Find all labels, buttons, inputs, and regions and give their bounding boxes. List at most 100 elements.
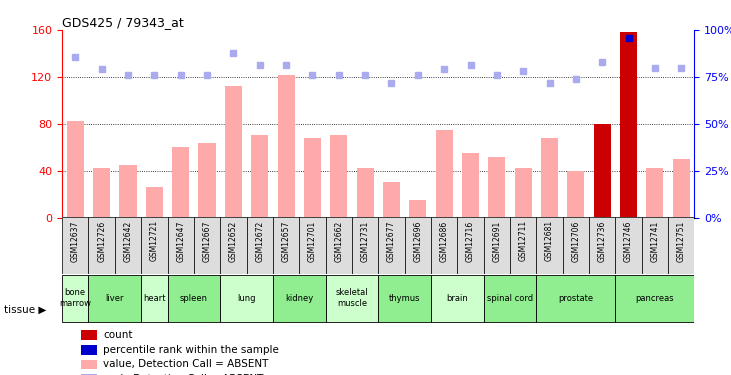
Bar <box>462 153 479 218</box>
Bar <box>642 217 668 274</box>
Bar <box>616 217 642 274</box>
Bar <box>81 330 97 340</box>
Text: GSM12741: GSM12741 <box>651 220 659 262</box>
Bar <box>488 157 505 218</box>
Bar <box>273 217 299 274</box>
Text: GSM12642: GSM12642 <box>124 220 132 262</box>
Bar <box>93 168 110 217</box>
Text: lung: lung <box>238 294 256 303</box>
Text: GSM12711: GSM12711 <box>519 220 528 261</box>
Bar <box>537 217 563 274</box>
Bar <box>220 275 273 321</box>
Text: brain: brain <box>447 294 469 303</box>
Bar <box>594 124 611 218</box>
Bar <box>431 275 484 321</box>
Text: tissue ▶: tissue ▶ <box>4 304 46 314</box>
Text: prostate: prostate <box>558 294 594 303</box>
Bar <box>62 275 88 321</box>
Bar <box>537 275 616 321</box>
Text: GSM12691: GSM12691 <box>493 220 501 262</box>
Bar <box>141 217 167 274</box>
Text: value, Detection Call = ABSENT: value, Detection Call = ABSENT <box>103 360 268 369</box>
Bar <box>431 217 458 274</box>
Bar <box>458 217 484 274</box>
Bar <box>273 275 325 321</box>
Bar <box>220 217 246 274</box>
Text: liver: liver <box>105 294 124 303</box>
Bar <box>409 200 426 217</box>
Text: GSM12701: GSM12701 <box>308 220 317 262</box>
Bar <box>541 138 558 218</box>
Text: GSM12686: GSM12686 <box>439 220 449 262</box>
Text: GSM12672: GSM12672 <box>255 220 264 262</box>
Bar <box>616 275 694 321</box>
Text: GSM12637: GSM12637 <box>71 220 80 262</box>
Bar <box>589 217 616 274</box>
Bar <box>246 217 273 274</box>
Text: thymus: thymus <box>389 294 420 303</box>
Bar <box>352 217 379 274</box>
Bar <box>304 138 321 218</box>
Text: spinal cord: spinal cord <box>487 294 533 303</box>
Text: GSM12746: GSM12746 <box>624 220 633 262</box>
Bar <box>278 75 295 217</box>
Bar <box>515 168 531 217</box>
Text: GSM12677: GSM12677 <box>387 220 396 262</box>
Bar <box>620 32 637 218</box>
Bar <box>673 159 690 218</box>
Bar <box>325 275 379 321</box>
Text: count: count <box>103 330 133 340</box>
Bar <box>167 275 220 321</box>
Bar <box>251 135 268 218</box>
Text: GSM12681: GSM12681 <box>545 220 554 261</box>
Bar <box>484 275 537 321</box>
Bar <box>141 275 167 321</box>
Bar <box>299 217 325 274</box>
Text: kidney: kidney <box>285 294 314 303</box>
Text: GSM12706: GSM12706 <box>572 220 580 262</box>
Bar <box>115 217 141 274</box>
Bar <box>646 168 664 217</box>
Text: GSM12716: GSM12716 <box>466 220 475 262</box>
Bar <box>510 217 537 274</box>
Bar <box>379 275 431 321</box>
Bar <box>194 217 220 274</box>
Text: percentile rank within the sample: percentile rank within the sample <box>103 345 279 355</box>
Text: bone
marrow: bone marrow <box>59 288 91 308</box>
Bar <box>405 217 431 274</box>
Bar <box>567 171 585 217</box>
Text: skeletal
muscle: skeletal muscle <box>336 288 368 308</box>
Bar <box>199 142 216 218</box>
Text: GSM12652: GSM12652 <box>229 220 238 262</box>
Text: GSM12647: GSM12647 <box>176 220 185 262</box>
Bar <box>325 217 352 274</box>
Bar <box>81 345 97 354</box>
Bar <box>145 187 163 218</box>
Bar <box>379 217 405 274</box>
Text: GSM12726: GSM12726 <box>97 220 106 262</box>
Bar <box>330 135 347 218</box>
Text: spleen: spleen <box>180 294 208 303</box>
Bar <box>167 217 194 274</box>
Bar <box>484 217 510 274</box>
Text: GSM12736: GSM12736 <box>598 220 607 262</box>
Text: heart: heart <box>143 294 166 303</box>
Bar <box>81 360 97 369</box>
Bar <box>88 217 115 274</box>
Bar <box>62 217 88 274</box>
Bar <box>67 122 84 218</box>
Bar <box>357 168 374 217</box>
Bar <box>383 182 400 218</box>
Text: GSM12731: GSM12731 <box>360 220 370 262</box>
Bar <box>88 275 141 321</box>
Text: GSM12721: GSM12721 <box>150 220 159 261</box>
Text: rank, Detection Call = ABSENT: rank, Detection Call = ABSENT <box>103 374 264 375</box>
Text: GSM12696: GSM12696 <box>413 220 423 262</box>
Text: pancreas: pancreas <box>636 294 674 303</box>
Text: GSM12662: GSM12662 <box>334 220 344 262</box>
Text: GDS425 / 79343_at: GDS425 / 79343_at <box>62 16 184 29</box>
Bar <box>119 165 137 218</box>
Text: GSM12751: GSM12751 <box>677 220 686 262</box>
Text: GSM12667: GSM12667 <box>202 220 211 262</box>
Text: GSM12657: GSM12657 <box>281 220 291 262</box>
